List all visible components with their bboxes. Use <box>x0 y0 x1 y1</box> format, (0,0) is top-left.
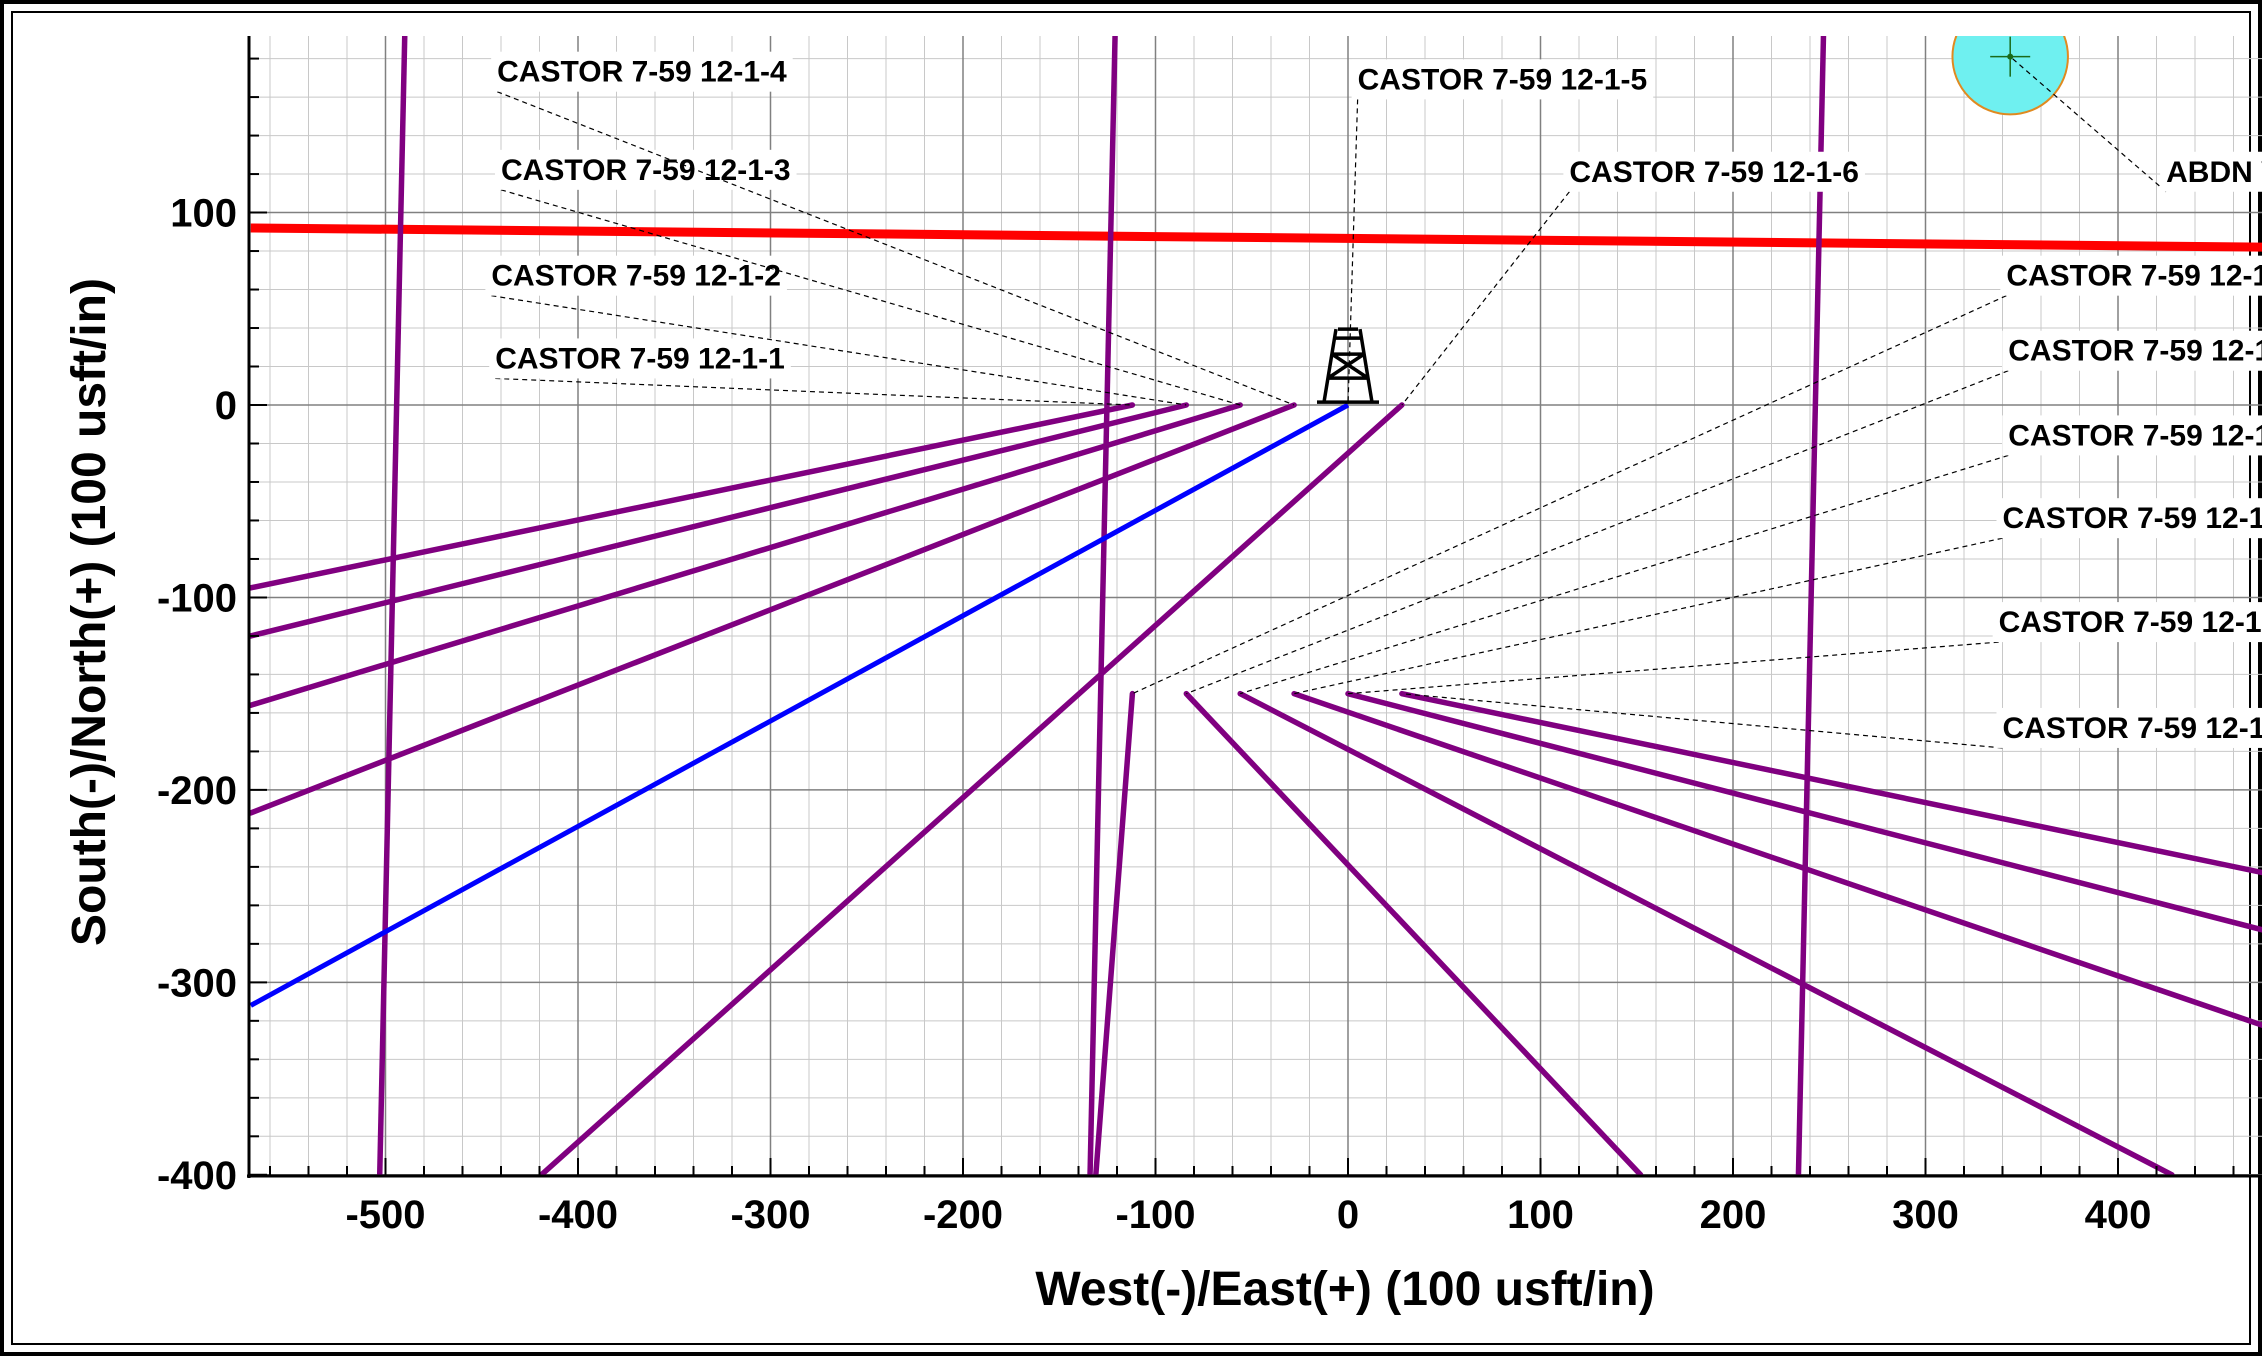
x-tick-label: -500 <box>345 1193 425 1237</box>
well-label: CASTOR 7-59 12-1-2 <box>491 260 781 293</box>
x-tick-label: -400 <box>538 1193 618 1237</box>
well-label: CASTOR 7-59 12-1-9 <box>2008 419 2262 452</box>
well-label: CASTOR 7-59 12-1-12 <box>2003 712 2262 745</box>
well-label: CASTOR 7-59 12-1-10 <box>2003 502 2262 535</box>
well-label: CASTOR 7-59 12-1-3 <box>501 154 791 187</box>
well-label: CASTOR 7-59 12-1-11 <box>1999 606 2262 639</box>
y-tick-label: -300 <box>157 961 237 1005</box>
x-tick-label: 200 <box>1700 1193 1767 1237</box>
well-label: CASTOR 7-59 12-1-4 <box>497 56 787 89</box>
x-tick-label: 100 <box>1507 1193 1574 1237</box>
well-label: CASTOR 7-59 12-1-7 <box>2006 260 2262 293</box>
y-tick-label: -200 <box>157 769 237 813</box>
x-tick-label: -200 <box>923 1193 1003 1237</box>
well-label: CASTOR 7-59 12-1-1 <box>495 342 785 375</box>
x-tick-label: 0 <box>1337 1193 1359 1237</box>
x-axis-label: West(-)/East(+) (100 usft/in) <box>1035 1263 1654 1316</box>
well-label: ABDN VERT CASTOR #1 <box>2166 156 2262 189</box>
well-label: CASTOR 7-59 12-1-5 <box>1358 63 1648 96</box>
well-label: CASTOR 7-59 12-1-6 <box>1569 156 1859 189</box>
y-tick-label: 0 <box>215 384 237 428</box>
y-tick-label: -400 <box>157 1154 237 1198</box>
x-tick-label: -300 <box>730 1193 810 1237</box>
y-axis-label: South(-)/North(+) (100 usft/in) <box>63 278 116 946</box>
y-tick-label: 100 <box>170 192 237 236</box>
y-tick-label: -100 <box>157 576 237 620</box>
x-tick-label: -100 <box>1115 1193 1195 1237</box>
x-tick-label: 300 <box>1892 1193 1959 1237</box>
x-tick-label: 400 <box>2085 1193 2152 1237</box>
well-label: CASTOR 7-59 12-1-8 <box>2008 335 2262 368</box>
